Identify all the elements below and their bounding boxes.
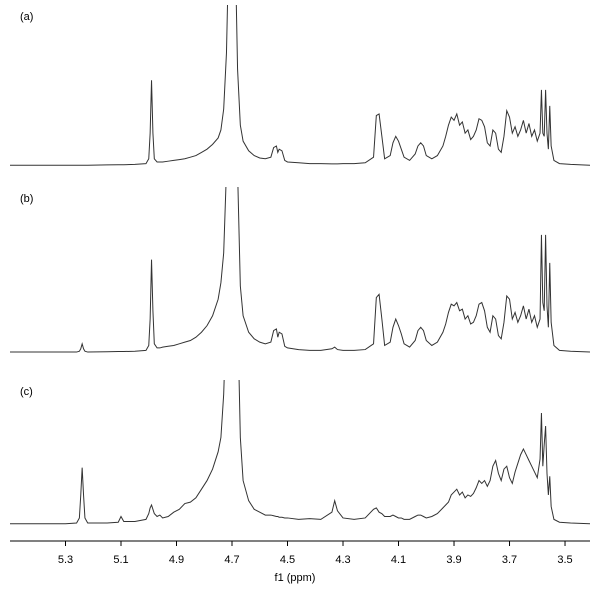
spectrum-line: [10, 380, 590, 525]
spectrum-line: [10, 187, 590, 353]
x-tick-label: 4.1: [391, 554, 406, 566]
x-tick-label: 5.1: [113, 554, 128, 566]
x-tick-label: 4.7: [224, 554, 239, 566]
x-tick-label: 3.7: [502, 554, 517, 566]
x-tick-label: 4.3: [335, 554, 350, 566]
x-tick-label: 3.9: [446, 554, 461, 566]
x-tick-label: 4.5: [280, 554, 295, 566]
panel-label: (a): [20, 11, 33, 23]
x-axis-label: f1 (ppm): [275, 572, 316, 584]
spectrum-line: [10, 5, 590, 166]
x-tick-label: 3.5: [557, 554, 572, 566]
panel-label: (b): [20, 193, 33, 205]
x-tick-label: 5.3: [58, 554, 73, 566]
x-tick-label: 4.9: [169, 554, 184, 566]
panel-label: (c): [20, 386, 33, 398]
